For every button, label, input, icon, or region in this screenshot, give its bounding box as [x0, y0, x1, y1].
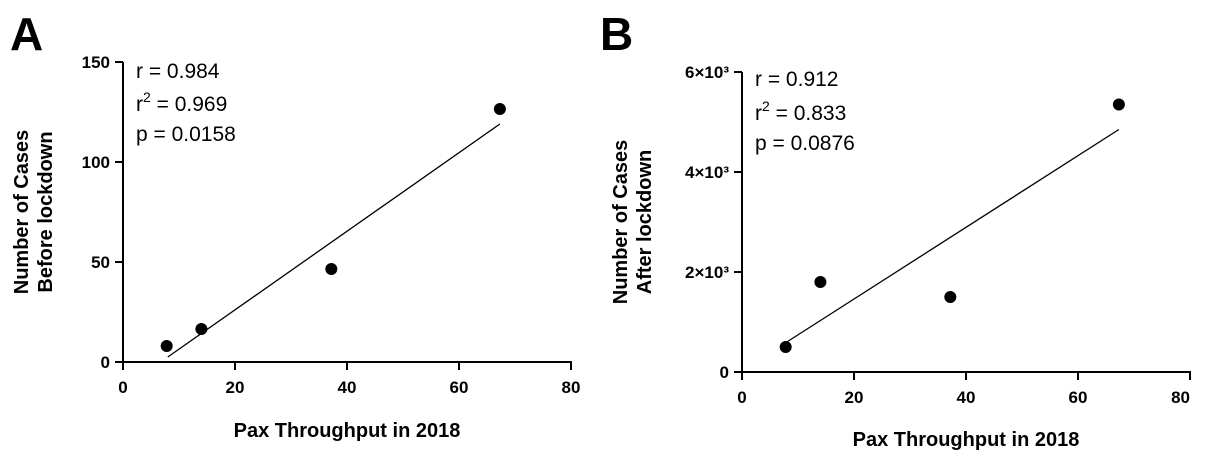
panel-b-x-tick-label: 60	[1069, 388, 1088, 407]
panel-b-marks	[779, 98, 1125, 353]
panel-b-stat-p: p = 0.0876	[755, 132, 855, 155]
panel-a-y-tick-label: 100	[82, 153, 110, 172]
panel-a-stat-p: p = 0.0158	[136, 123, 236, 146]
panel-b-x-tick-label: 40	[957, 388, 976, 407]
panel-b-data-point	[944, 291, 957, 303]
panel-b-x-tick-label: 80	[1171, 388, 1190, 407]
panel-b-y-axis-title-line2: After lockdown	[634, 150, 656, 294]
panel-b-fit-line	[786, 128, 1120, 343]
panel-b-y-tick-label: 4×10³	[685, 163, 729, 182]
panel-a-y-axis-title-line1: Number of Cases	[11, 130, 33, 295]
panel-b-stat-r: r = 0.912	[755, 68, 838, 91]
panel-b: B 0 2×10³ 4×10³ 6×10³ 0 20 40 60 80 Pax …	[600, 8, 1191, 451]
panel-a: A 0 50 100 150 0 20 40 60 80 Pax Through…	[10, 8, 580, 442]
panel-b-letter: B	[600, 8, 633, 60]
panel-b-y-tick-label: 0	[720, 363, 729, 382]
panel-a-fit-line	[167, 123, 501, 358]
panel-a-data-point	[493, 103, 506, 115]
panel-a-data-point	[195, 323, 208, 335]
panel-a-letter: A	[10, 8, 43, 60]
panel-a-y-tick-label: 0	[101, 353, 110, 372]
panel-a-stat-r: r = 0.984	[136, 60, 220, 83]
panel-a-stat-r2: r2 = 0.969	[136, 89, 227, 116]
panel-b-data-point	[1112, 98, 1125, 111]
panel-b-x-axis-title: Pax Throughput in 2018	[853, 429, 1080, 451]
panel-b-stat-r2: r2 = 0.833	[755, 98, 846, 125]
panel-a-y-axis-title-line2: Before lockdown	[35, 131, 57, 292]
panel-a-y-tick-label: 150	[82, 53, 110, 72]
panel-b-y-tick-label: 2×10³	[685, 263, 729, 282]
panel-b-data-point	[779, 341, 792, 353]
panel-a-x-tick-label: 80	[562, 378, 581, 397]
panel-a-data-point	[325, 263, 338, 275]
panel-b-x-tick-label: 20	[845, 388, 864, 407]
panel-b-y-tick-label: 6×10³	[685, 63, 729, 82]
panel-a-marks	[160, 103, 506, 358]
panel-a-x-tick-label: 20	[226, 378, 245, 397]
panel-a-x-tick-label: 40	[338, 378, 357, 397]
panel-a-data-point	[160, 340, 173, 352]
panel-b-y-axis-title-line1: Number of Cases	[610, 140, 632, 305]
panel-a-x-axis-title: Pax Throughput in 2018	[234, 420, 461, 442]
panel-b-x-tick-label: 0	[737, 388, 746, 407]
panel-a-y-tick-label: 50	[91, 253, 110, 272]
panel-a-x-tick-label: 60	[450, 378, 469, 397]
panel-b-data-point	[814, 276, 827, 288]
panel-a-x-tick-label: 0	[118, 378, 127, 397]
